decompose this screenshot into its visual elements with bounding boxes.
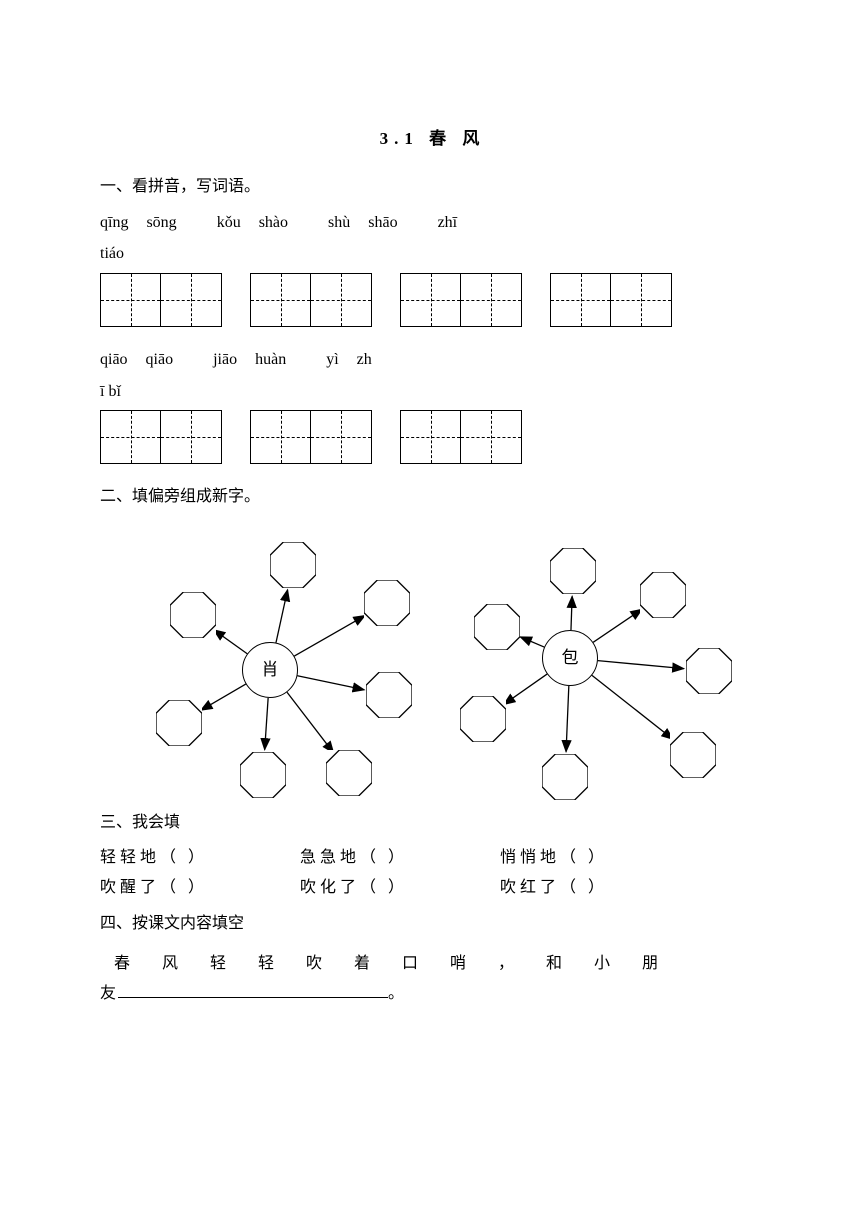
pinyin-wrap: tiáo [100,241,765,267]
tian-box[interactable] [100,273,222,327]
pinyin-wrap: ī bǐ [100,379,765,405]
fill-item[interactable]: 吹化了（ ） [300,875,500,901]
fill-item[interactable]: 吹红了（ ） [500,875,700,901]
fill-item[interactable]: 吹醒了（ ） [100,875,300,901]
sentence-tail: 友 [100,985,118,1002]
octagon-node[interactable] [670,732,716,778]
blank-line[interactable] [118,984,388,998]
pinyin: shù [328,210,350,236]
pinyin-pair: qīng sōng [100,210,177,236]
radical-diagram: 肖包 [110,520,750,800]
octagon-node[interactable] [542,754,588,800]
tian-box[interactable] [400,410,522,464]
octagon-node[interactable] [326,750,372,796]
octagon-node[interactable] [270,542,316,588]
tian-box[interactable] [100,410,222,464]
pinyin: qiāo [146,347,174,373]
fill-item[interactable]: 悄悄地（ ） [500,845,700,871]
octagon-node[interactable] [550,548,596,594]
pinyin: qiāo [100,347,128,373]
pinyin-pair: yì zh [326,347,372,373]
pinyin: tiáo [100,241,124,267]
fill-row-2: 吹醒了（ ） 吹化了（ ） 吹红了（ ） [100,875,765,901]
pinyin: ī bǐ [100,379,121,405]
pinyin-pair: jiāo huàn [213,347,286,373]
pinyin: sōng [146,210,176,236]
fill-item[interactable]: 轻轻地（ ） [100,845,300,871]
tian-boxes-row-2 [100,410,765,464]
pinyin-row-2: qiāo qiāo jiāo huàn yì zh [100,347,765,373]
sentence-line-1: 春 风 轻 轻 吹 着 口 哨 ， 和 小 朋 [100,946,765,981]
pinyin-pair: shù shāo [328,210,398,236]
pinyin-pair: kǒu shào [217,210,288,236]
pinyin: shāo [368,210,397,236]
octagon-node[interactable] [686,648,732,694]
octagon-node[interactable] [474,604,520,650]
diagram-arrows [110,520,750,800]
sentence-end: 。 [388,985,406,1002]
pinyin: jiāo [213,347,237,373]
tian-box[interactable] [550,273,672,327]
pinyin: zh [357,347,372,373]
pinyin: zhī [438,210,458,236]
tian-box[interactable] [250,273,372,327]
page-title: 3.1 春 风 [100,125,765,152]
tian-box[interactable] [400,273,522,327]
pinyin-pair: qiāo qiāo [100,347,173,373]
octagon-node[interactable] [156,700,202,746]
pinyin-pair: zhī [438,210,458,236]
section3-heading: 三、我会填 [100,810,765,836]
center-char: 包 [542,630,598,686]
octagon-node[interactable] [460,696,506,742]
center-char: 肖 [242,642,298,698]
pinyin: qīng [100,210,128,236]
sentence-line-2: 友。 [100,981,765,1007]
section4-heading: 四、按课文内容填空 [100,911,765,937]
pinyin: kǒu [217,210,241,236]
octagon-node[interactable] [240,752,286,798]
pinyin: shào [259,210,288,236]
octagon-node[interactable] [366,672,412,718]
octagon-node[interactable] [640,572,686,618]
octagon-node[interactable] [170,592,216,638]
tian-boxes-row-1 [100,273,765,327]
pinyin: yì [326,347,338,373]
section1-heading: 一、看拼音，写词语。 [100,174,765,200]
octagon-node[interactable] [364,580,410,626]
pinyin-row-1: qīng sōng kǒu shào shù shāo zhī [100,210,765,236]
fill-row-1: 轻轻地（ ） 急急地（ ） 悄悄地（ ） [100,845,765,871]
section2-heading: 二、填偏旁组成新字。 [100,484,765,510]
fill-item[interactable]: 急急地（ ） [300,845,500,871]
pinyin: huàn [255,347,286,373]
tian-box[interactable] [250,410,372,464]
